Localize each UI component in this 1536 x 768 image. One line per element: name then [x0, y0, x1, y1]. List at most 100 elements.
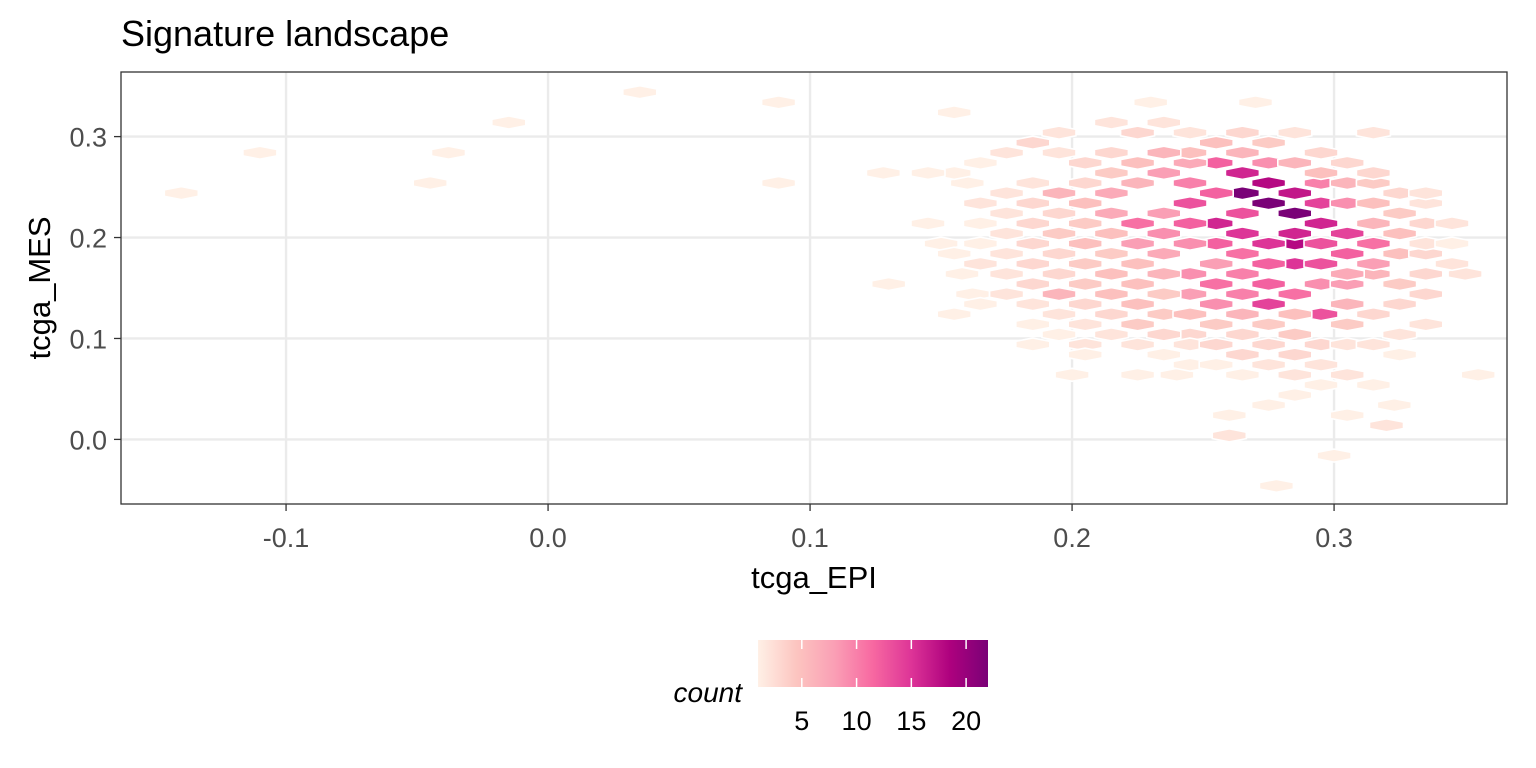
hexbin-cell — [430, 145, 467, 161]
hexbin-cell — [1277, 205, 1313, 221]
hexbin-cell — [988, 205, 1025, 221]
hexbin-cell — [1093, 306, 1130, 322]
hexbin-cell — [1093, 266, 1130, 282]
hexbin-cell — [1355, 165, 1392, 181]
legend-tick-label: 10 — [842, 706, 872, 736]
hexbin-cell — [1093, 115, 1130, 130]
hexbin-cell — [1277, 306, 1313, 322]
x-tick-label: 0.0 — [529, 523, 567, 553]
hexbin-cell — [1067, 236, 1103, 251]
y-tick-label: 0.3 — [69, 123, 107, 153]
x-tick-label: 0.1 — [791, 523, 829, 553]
hexbin-cell — [1146, 286, 1182, 302]
hexbin-cell — [1355, 236, 1392, 251]
hexbin-cell — [1067, 175, 1103, 191]
hexbin-cell — [1408, 185, 1444, 201]
hexbin-cell — [1250, 135, 1287, 151]
hexbin-cell — [1250, 397, 1287, 413]
hexbin-cell — [1434, 216, 1470, 231]
hexbin-cell — [1093, 145, 1130, 161]
hexbin-cell — [1132, 94, 1169, 110]
hexbin-cell — [1376, 397, 1413, 413]
hexbin-cell — [1014, 296, 1051, 312]
hexbin-cell — [1277, 226, 1313, 241]
hexbin-cell — [1119, 175, 1156, 191]
hexbin-cell — [1329, 226, 1365, 241]
hexbin-cell — [1119, 216, 1156, 231]
hexbin-cell — [1224, 286, 1261, 302]
hexbin-cell — [163, 185, 200, 201]
hexbin-cell — [1381, 205, 1418, 221]
hexbin-cell — [865, 165, 902, 181]
hexbin-cell — [1146, 226, 1182, 241]
hexbin-cell — [1041, 125, 1077, 140]
hexbin-cell — [1014, 337, 1051, 352]
hexbin-cell — [1146, 347, 1182, 362]
hexbin-cell — [1014, 216, 1051, 231]
legend-title: count — [674, 677, 744, 708]
hexbin-cell — [1054, 367, 1090, 383]
hexbin-cell — [1381, 327, 1418, 342]
hexbin-cell — [1277, 347, 1313, 362]
hexbin-cell — [936, 246, 973, 262]
hexbin-cell — [1303, 377, 1339, 393]
hexbin-cells — [163, 84, 1496, 494]
hexbin-cell — [1250, 296, 1287, 312]
hexbin-cell — [1434, 256, 1470, 272]
legend-tick-label: 20 — [951, 706, 981, 736]
hexbin-cell — [621, 84, 658, 100]
hexbin-cell — [1198, 256, 1234, 272]
hexbin-cell — [1408, 316, 1444, 332]
hexbin-cell — [1067, 155, 1103, 171]
y-tick-label: 0.1 — [69, 324, 107, 354]
hexbin-cell — [1146, 246, 1182, 262]
x-axis-title: tcga_EPI — [751, 560, 877, 595]
hexbin-cell — [1067, 216, 1103, 231]
legend-tick-label: 5 — [794, 706, 809, 736]
hexbin-cell — [1303, 256, 1339, 272]
hexbin-cell — [1277, 286, 1313, 302]
hexbin-cell — [1224, 205, 1261, 221]
x-axis-ticks: -0.1 0.0 0.1 0.2 0.3 — [263, 504, 1353, 553]
hexbin-cell — [1119, 125, 1156, 140]
hexbin-cell — [1041, 246, 1077, 262]
hexbin-cell — [1014, 135, 1051, 151]
hexbin-cell — [949, 175, 986, 191]
hexbin-cell — [1014, 316, 1051, 332]
hexbin-cell — [1041, 226, 1077, 241]
hexbin-cell — [1303, 216, 1339, 231]
hexbin-cell — [910, 216, 946, 231]
hexbin-cell — [1355, 216, 1392, 231]
hexbin-cell — [988, 286, 1025, 302]
hexbin-cell — [1277, 185, 1313, 201]
hexbin-cell — [1381, 296, 1418, 312]
hexbin-cell — [1119, 155, 1156, 171]
hexbin-cell — [1381, 276, 1418, 292]
hexbin-cell — [988, 145, 1025, 161]
legend-colorbar — [758, 640, 988, 687]
hexbin-cell — [1211, 407, 1248, 423]
hexbin-cell — [1067, 347, 1103, 362]
hexbin-cell — [1014, 236, 1051, 251]
hexbin-cell — [1250, 256, 1287, 272]
hexbin-cell — [1198, 296, 1234, 312]
hexbin-cell — [1224, 306, 1261, 322]
hexbin-cell — [1198, 185, 1234, 201]
hexbin-cell — [1277, 327, 1313, 342]
hexbin-cell — [1460, 367, 1496, 383]
hexbin-cell — [1211, 428, 1248, 443]
x-tick-label: -0.1 — [263, 523, 310, 553]
hexbin-cell — [1041, 145, 1077, 161]
hexbin-cell — [1237, 94, 1274, 110]
hexbin-cell — [962, 155, 999, 171]
hexbin-cell — [1355, 195, 1392, 211]
hexbin-cell — [1381, 347, 1418, 362]
y-axis-title: tcga_MES — [22, 216, 57, 359]
hexbin-cell — [1093, 246, 1130, 262]
hexbin-cell — [1408, 286, 1444, 302]
hexbin-cell — [1224, 266, 1261, 282]
hexbin-cell — [1172, 216, 1208, 231]
hexbin-cell — [1355, 377, 1392, 393]
hexbin-cell — [1041, 266, 1077, 282]
hexbin-cell — [1067, 316, 1103, 332]
